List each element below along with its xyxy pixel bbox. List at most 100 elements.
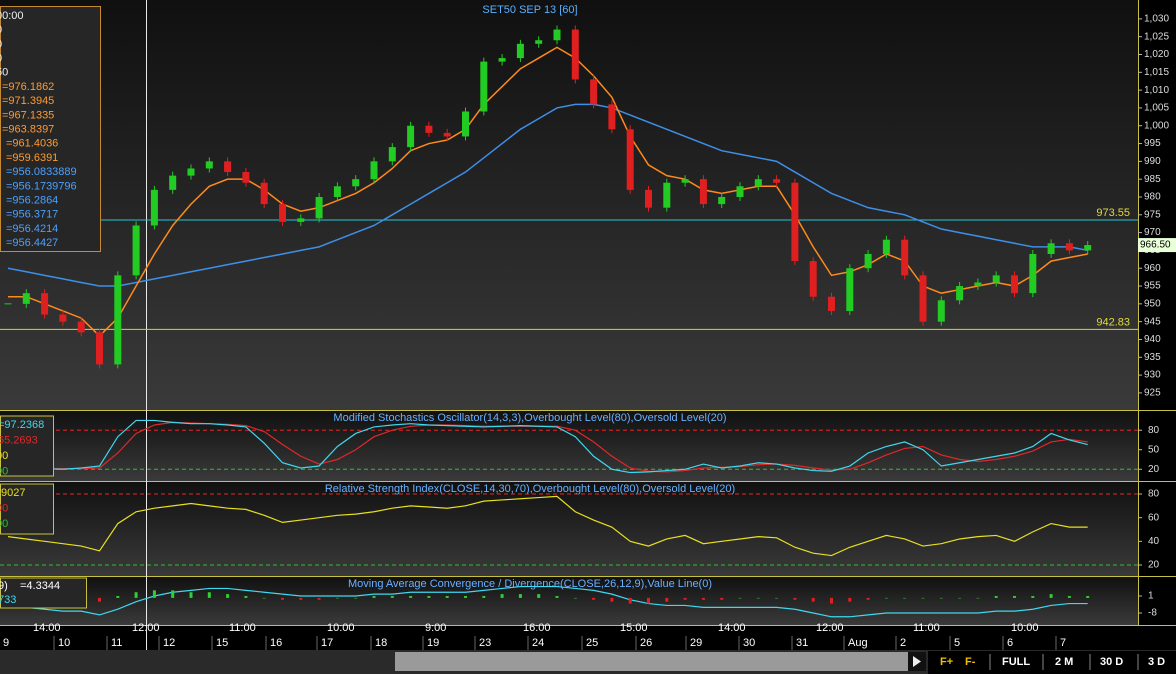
day-label: 12 (163, 637, 175, 649)
legend-entry: 65.2693 (0, 434, 38, 446)
candle (425, 125, 433, 133)
toolbar-button[interactable]: 3 D (1148, 656, 1165, 668)
y-tick-label: 990 (1144, 156, 1161, 167)
candle (681, 179, 689, 183)
candle (864, 253, 872, 269)
histogram-bar (299, 597, 303, 600)
histogram-bar (427, 596, 431, 598)
y-tick-label: 995 (1144, 138, 1161, 149)
candle (590, 79, 598, 105)
toolbar-button[interactable]: 30 D (1100, 656, 1123, 668)
legend-entry: =971.3945 (2, 95, 54, 107)
histogram-bar (152, 590, 156, 598)
time-label: 9:00 (425, 622, 446, 634)
candle (315, 196, 323, 219)
candle (1065, 243, 1073, 251)
toolbar-button[interactable]: F+ (940, 656, 953, 668)
y-tick-label: 940 (1144, 334, 1161, 345)
legend-entry: =961.4036 (6, 138, 58, 150)
histogram-bar (884, 597, 888, 599)
legend-entry: 50 (0, 67, 8, 79)
histogram-bar (628, 597, 632, 604)
histogram-bar (665, 597, 669, 602)
candle (150, 189, 158, 226)
candle (1029, 253, 1037, 294)
y-tick-label: 980 (1144, 192, 1161, 203)
macd-line (8, 585, 1088, 618)
y-tick-label: 955 (1144, 281, 1161, 292)
candle (699, 179, 707, 205)
histogram-bar (848, 597, 852, 602)
toolbar-button[interactable]: F- (965, 656, 976, 668)
histogram-bar (390, 596, 394, 598)
day-label: 10 (58, 637, 70, 649)
day-label: 16 (270, 637, 282, 649)
candle (626, 129, 634, 190)
histogram-bar (244, 596, 248, 598)
histogram-bar (482, 596, 486, 598)
toolbar-button[interactable]: 2 M (1055, 656, 1073, 668)
day-label: 2 (900, 637, 906, 649)
candle (1047, 243, 1055, 254)
day-label: 26 (640, 637, 652, 649)
y-tick-label: 50 (1148, 444, 1160, 455)
histogram-bar (134, 592, 138, 598)
day-label: 9 (3, 637, 9, 649)
legend-entry: 00 (0, 450, 8, 462)
candle (370, 161, 378, 180)
candle (773, 179, 781, 183)
support-line-label: 942.83 (1096, 316, 1130, 328)
histogram-bar (720, 597, 724, 600)
day-label: 15 (216, 637, 228, 649)
last-price-label: 966.50 (1140, 240, 1171, 251)
y-tick-label: 80 (1148, 489, 1160, 500)
candle (242, 172, 250, 183)
histogram-bar (1049, 594, 1053, 598)
resistance-line-label: 973.55 (1096, 207, 1130, 219)
candle (132, 225, 140, 276)
candle (96, 332, 103, 365)
time-label: 11:00 (913, 622, 940, 634)
histogram-bar (171, 590, 175, 598)
time-label: 10:00 (327, 622, 355, 634)
candle (480, 61, 488, 112)
candle (553, 29, 561, 41)
y-tick-label: 975 (1144, 209, 1161, 220)
histogram-bar (354, 597, 358, 599)
candle (59, 314, 67, 322)
histogram-bar (555, 596, 559, 598)
legend-entry: 0 (0, 53, 2, 65)
day-label: 31 (796, 637, 808, 649)
panel-title: Relative Strength Index(CLOSE,14,30,70),… (325, 483, 735, 495)
legend-entry: =959.6391 (6, 152, 58, 164)
toolbar-button[interactable]: FULL (1002, 656, 1030, 668)
day-label: 18 (375, 637, 387, 649)
k-line (7, 419, 1088, 474)
scrollbar-thumb[interactable] (395, 652, 925, 671)
candle (901, 239, 909, 276)
day-label: 19 (427, 637, 439, 649)
macd-panel-bg (0, 576, 1138, 625)
histogram-bar (683, 597, 687, 600)
candle (645, 189, 652, 208)
legend-entry: 0 (0, 24, 2, 36)
time-label: 14:00 (718, 622, 746, 634)
candle (352, 179, 360, 187)
histogram-bar (939, 597, 943, 599)
candle (22, 293, 30, 304)
histogram-bar (1067, 596, 1071, 598)
chart-title: SET50 SEP 13 [60] (482, 4, 577, 16)
legend-entry: =976.1862 (2, 81, 54, 93)
legend-entry: 733 (0, 594, 16, 606)
candle (809, 261, 817, 297)
histogram-bar (994, 596, 998, 598)
y-tick-label: 945 (1144, 316, 1161, 327)
y-tick-label: 1,030 (1144, 14, 1169, 25)
histogram-bar (793, 597, 797, 600)
time-label: 12:00 (132, 622, 160, 634)
histogram-bar (372, 596, 376, 598)
histogram-bar (189, 592, 193, 598)
legend-entry: =956.1739796 (6, 180, 77, 192)
legend-entry: 00 (0, 518, 8, 530)
y-tick-label: 80 (1148, 425, 1160, 436)
